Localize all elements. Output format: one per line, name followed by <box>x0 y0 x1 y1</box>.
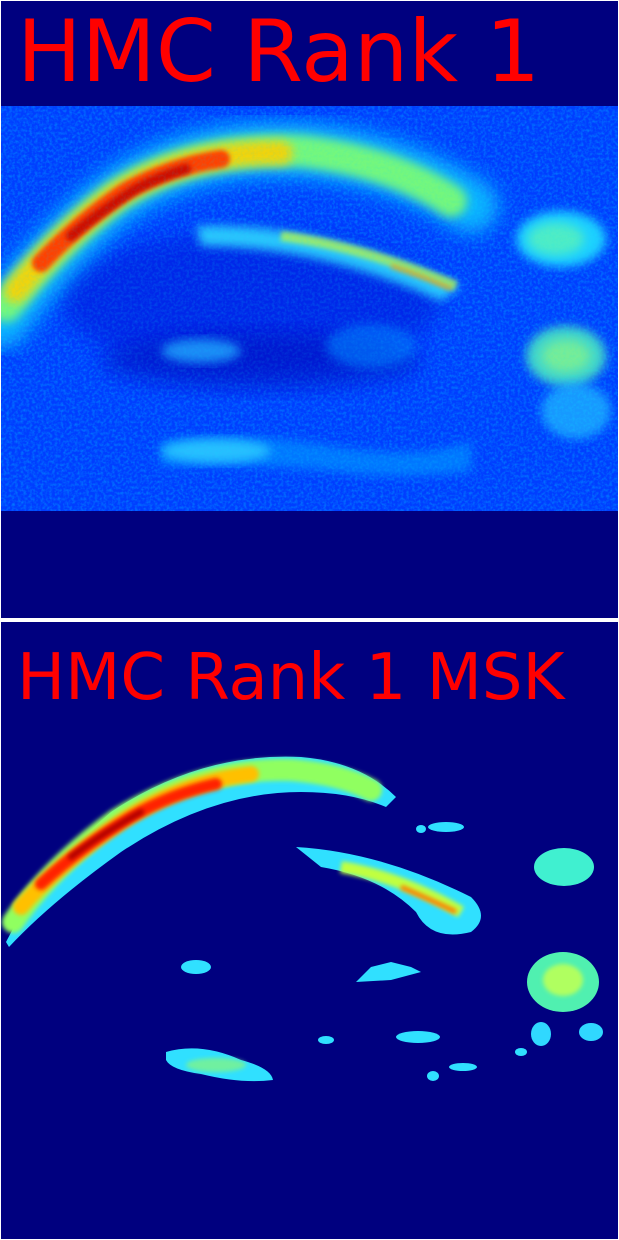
hmc-rank-1-masked-map <box>2 756 603 1082</box>
panel-title-hmc-rank-1-msk: HMC Rank 1 MSK <box>17 641 565 715</box>
hmc-rank-1-msk-panel: HMC Rank 1 MSK <box>1 622 618 1239</box>
hmc-rank-1-panel: HMC Rank 1 <box>1 1 618 618</box>
hmc-rank-1-intensity-map <box>1 106 618 511</box>
panel-title-hmc-rank-1: HMC Rank 1 <box>17 2 541 102</box>
